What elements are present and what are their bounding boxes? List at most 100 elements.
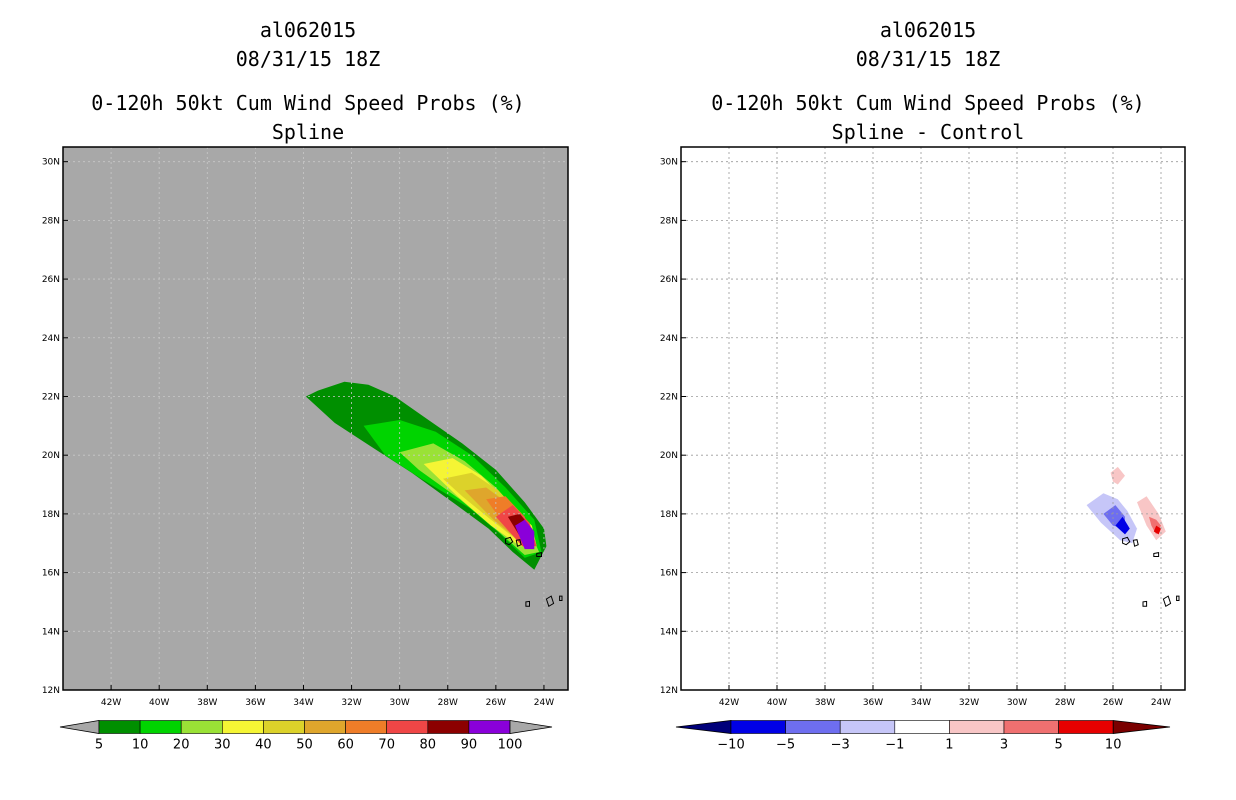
colorbar-box [1003, 720, 1059, 734]
y-tick-label: 28N [660, 216, 678, 226]
left-title-storm-id: al062015 [259, 18, 357, 42]
island-outline [525, 600, 530, 607]
y-tick-label: 14N [660, 627, 678, 637]
colorbar-label: 5 [1054, 738, 1062, 753]
y-tick-label: 16N [42, 569, 60, 579]
colorbar-label: 80 [420, 738, 437, 753]
y-tick-label: 24N [660, 334, 678, 344]
x-tick-label: 30W [389, 698, 409, 708]
island-outline [1162, 595, 1172, 608]
x-tick-label: 36W [245, 698, 265, 708]
x-tick-label: 26W [1103, 698, 1123, 708]
colorbar-box [468, 720, 511, 734]
colorbar-box [730, 720, 786, 734]
colorbar-label: 50 [296, 738, 313, 753]
right-title-date: 08/31/15 18Z [855, 47, 1001, 71]
colorbar-over-arrow [509, 720, 553, 734]
x-tick-label: 38W [815, 698, 835, 708]
y-tick-label: 22N [660, 392, 678, 402]
colorbar-label: 20 [173, 738, 190, 753]
x-tick-label: 34W [911, 698, 931, 708]
colorbar-label: 100 [498, 738, 523, 753]
y-tick-label: 30N [660, 158, 678, 168]
x-tick-label: 32W [341, 698, 361, 708]
plot-background [63, 147, 568, 690]
colorbar-over-arrow [1112, 720, 1171, 734]
x-tick-label: 40W [149, 698, 169, 708]
y-tick-label: 12N [660, 686, 678, 696]
colorbar-label: −10 [717, 738, 744, 753]
x-tick-label: 24W [1151, 698, 1171, 708]
y-tick-label: 16N [660, 569, 678, 579]
colorbar-label: 70 [378, 738, 395, 753]
colorbar-label: 60 [337, 738, 354, 753]
colorbar-box [345, 720, 388, 734]
colorbar-box [222, 720, 264, 734]
x-tick-label: 40W [767, 698, 787, 708]
y-tick-label: 26N [42, 275, 60, 285]
island-outline [559, 595, 563, 601]
y-tick-label: 14N [42, 627, 60, 637]
colorbar-label: 10 [1105, 738, 1122, 753]
y-tick-label: 26N [660, 275, 678, 285]
difference-map: 42W 40W 38W 36W 34W 32W 30W 28W 26W 24W 12N 14N 16N 1… [660, 146, 1186, 753]
x-tick-label: 38W [197, 698, 217, 708]
island-outline [1132, 539, 1139, 547]
y-tick-label: 30N [42, 158, 60, 168]
right-title-storm-id: al062015 [879, 18, 977, 42]
right-title-method: Spline - Control [831, 120, 1025, 144]
contour-1 [1110, 466, 1125, 485]
colorbar-label: −5 [776, 738, 795, 753]
x-tick-label: 34W [293, 698, 313, 708]
plot-background [681, 147, 1185, 690]
island-outline [1153, 551, 1160, 557]
y-tick-label: 18N [42, 510, 60, 520]
right-title-product: 0-120h 50kt Cum Wind Speed Probs (%) [711, 91, 1145, 115]
colorbar-box [386, 720, 429, 734]
left-title-product: 0-120h 50kt Cum Wind Speed Probs (%) [91, 91, 525, 115]
island-outline [515, 539, 522, 547]
left-title-date: 08/31/15 18Z [235, 47, 381, 71]
island-outline [1122, 536, 1131, 546]
x-tick-label: 42W [101, 698, 121, 708]
colorbar-label: 90 [461, 738, 478, 753]
y-tick-label: 12N [42, 686, 60, 696]
colorbar-box [427, 720, 470, 734]
x-tick-label: 30W [1007, 698, 1027, 708]
colorbar-label: 5 [95, 738, 103, 753]
colorbar-label: 30 [214, 738, 231, 753]
colorbar-label: 3 [1000, 738, 1008, 753]
x-tick-label: 28W [438, 698, 458, 708]
y-tick-label: 22N [42, 392, 60, 402]
colorbar-box [785, 720, 841, 734]
x-tick-label: 28W [1055, 698, 1075, 708]
colorbar-label: −3 [831, 738, 850, 753]
colorbar-under-arrow [675, 720, 732, 734]
contour-neg5 [1115, 516, 1130, 535]
colorbar-box [139, 720, 182, 734]
left-title-method: Spline [271, 120, 345, 144]
colorbar-box [1058, 720, 1114, 734]
island-outline [545, 595, 555, 608]
colorbar-label: 1 [945, 738, 953, 753]
x-tick-label: 42W [719, 698, 739, 708]
colorbar-label: −1 [885, 738, 904, 753]
y-tick-label: 24N [42, 334, 60, 344]
colorbar-box [839, 720, 896, 734]
contour-5 [1153, 525, 1161, 535]
colorbar-under-arrow [59, 720, 100, 734]
island-outline [505, 536, 514, 546]
colorbar-box [894, 720, 950, 734]
x-tick-label: 32W [959, 698, 979, 708]
x-tick-label: 26W [486, 698, 506, 708]
colorbar-box [263, 720, 305, 734]
x-tick-label: 36W [863, 698, 883, 708]
colorbar-label: 40 [255, 738, 272, 753]
colorbar-box [949, 720, 1005, 734]
plot-frame [62, 146, 569, 691]
island-outline [1176, 595, 1180, 601]
contour-90 [515, 519, 535, 550]
colorbar-box [98, 720, 141, 734]
spline-map: 42W 40W 38W 36W 34W 32W 30W 28W 26W 24W 12N 14N 16N 1… [42, 146, 569, 753]
